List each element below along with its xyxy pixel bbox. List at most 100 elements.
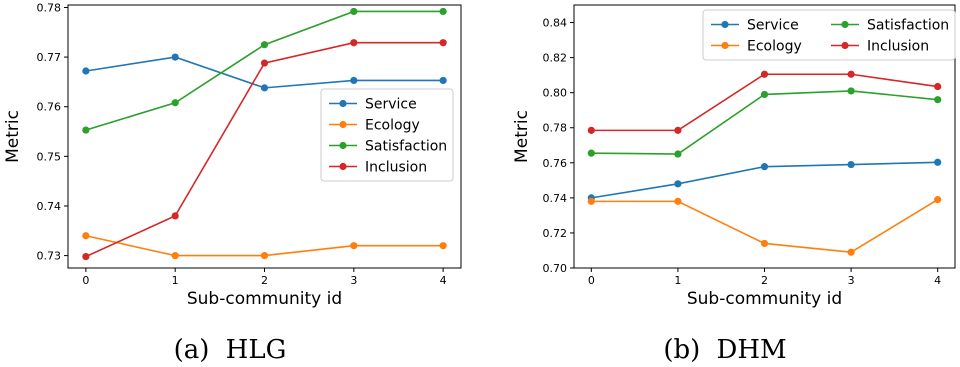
data-point-ecology <box>350 242 358 250</box>
data-point-inclusion <box>260 59 269 67</box>
series-service <box>587 158 942 202</box>
data-point-satisfaction <box>760 90 769 99</box>
series-line-inclusion <box>591 73 938 132</box>
x-tick-label: 2 <box>761 274 768 287</box>
data-point-inclusion <box>760 70 769 78</box>
data-point-ecology <box>439 242 447 250</box>
legend-swatch-marker <box>339 141 347 150</box>
caption-name: DHM <box>717 335 787 365</box>
caption-tag: (b) <box>663 335 700 365</box>
series-inclusion <box>587 70 942 134</box>
data-point-inclusion <box>350 39 358 47</box>
legend-swatch-marker <box>841 20 849 29</box>
legend-label: Satisfaction <box>867 18 949 34</box>
data-point-satisfaction <box>350 7 358 16</box>
data-point-inclusion <box>847 70 855 78</box>
legend-item-service: Service <box>329 97 417 113</box>
data-point-service <box>350 76 358 85</box>
y-tick-label: 0.84 <box>543 17 568 30</box>
y-tick-label: 0.73 <box>37 250 62 263</box>
legend-item-ecology: Ecology <box>711 39 802 55</box>
data-point-service <box>439 76 447 85</box>
legend-label: Ecology <box>365 118 420 134</box>
data-point-ecology <box>934 196 942 204</box>
x-tick-label: 4 <box>440 274 447 287</box>
data-point-ecology <box>760 239 769 248</box>
series-service <box>82 53 447 92</box>
legend-swatch-marker <box>339 120 347 129</box>
data-point-service <box>847 160 855 169</box>
legend-label: Service <box>747 18 799 34</box>
y-tick-label: 0.76 <box>543 157 568 170</box>
x-tick-label: 1 <box>674 274 681 287</box>
legend-item-inclusion: Inclusion <box>329 160 427 176</box>
y-tick-label: 0.74 <box>543 192 568 205</box>
data-point-satisfaction <box>82 126 90 134</box>
chart-panel-hlg: 0.73 0.74 0.75 0.76 0.77 0.78 0 1 2 3 4 Sub-communi… <box>3 1 462 309</box>
data-point-inclusion <box>82 252 90 261</box>
x-tick-label: 0 <box>82 274 89 287</box>
series-inclusion <box>82 39 447 261</box>
data-point-service <box>674 180 682 188</box>
caption-hlg: (a) HLG <box>174 335 287 365</box>
x-tick-label: 3 <box>848 274 855 287</box>
caption-dhm: (b) DHM <box>663 335 786 365</box>
y-tick-label: 0.78 <box>37 1 62 14</box>
data-point-inclusion <box>587 126 595 134</box>
data-point-service <box>171 53 179 61</box>
data-point-ecology <box>82 232 90 240</box>
y-tick-label: 0.72 <box>543 227 568 240</box>
caption-name: HLG <box>226 335 287 365</box>
x-tick-label: 3 <box>350 274 357 287</box>
data-point-ecology <box>587 197 595 205</box>
data-point-ecology <box>260 251 269 260</box>
legend-item-ecology: Ecology <box>329 118 420 134</box>
y-tick-label: 0.74 <box>37 200 62 213</box>
legend-box <box>702 9 956 61</box>
data-point-service <box>760 163 769 171</box>
legend-label: Inclusion <box>365 160 427 176</box>
y-tick-label: 0.75 <box>37 150 62 163</box>
y-tick-label: 0.70 <box>543 262 568 275</box>
legend-label: Service <box>365 97 417 113</box>
x-tick-label: 1 <box>172 274 179 287</box>
series-ecology <box>587 196 942 256</box>
data-point-ecology <box>171 251 179 260</box>
legend: Service Ecology Satisfaction Inclusion <box>702 9 956 61</box>
legend: Service Ecology Satisfaction Inclusion <box>320 88 454 182</box>
y-tick-label: 0.77 <box>37 51 62 64</box>
data-point-inclusion <box>171 212 179 220</box>
legend-label: Ecology <box>747 39 802 55</box>
data-point-satisfaction <box>587 149 595 157</box>
y-tick-label: 0.78 <box>543 122 568 135</box>
legend-swatch-marker <box>339 162 347 171</box>
legend-item-service: Service <box>711 18 799 34</box>
series-satisfaction <box>587 87 942 158</box>
legend-label: Satisfaction <box>365 139 447 155</box>
legend-label: Inclusion <box>867 39 929 55</box>
data-point-satisfaction <box>439 7 447 16</box>
legend-item-satisfaction: Satisfaction <box>831 18 949 34</box>
data-point-satisfaction <box>934 96 942 104</box>
data-point-satisfaction <box>674 150 682 158</box>
series-line-satisfaction <box>591 90 938 155</box>
y-tick-label: 0.76 <box>37 101 62 114</box>
legend-swatch-marker <box>339 99 347 108</box>
data-point-service <box>934 158 942 166</box>
chart-panel-dhm: 0.70 0.72 0.74 0.76 0.78 0.80 0.82 0.84 0 1 2 3 4 Sub… <box>512 4 956 309</box>
x-tick-label: 4 <box>934 274 941 287</box>
y-tick-label: 0.80 <box>543 87 568 100</box>
legend-box <box>320 88 454 182</box>
data-point-ecology <box>674 197 682 205</box>
y-axis-label: Metric <box>512 110 532 163</box>
legend-item-satisfaction: Satisfaction <box>329 139 447 155</box>
x-tick-label: 0 <box>588 274 595 287</box>
legend-swatch-marker <box>721 20 729 29</box>
x-axis-label: Sub-community id <box>187 289 342 309</box>
data-point-satisfaction <box>260 41 269 49</box>
legend-item-inclusion: Inclusion <box>831 39 929 55</box>
legend-swatch-marker <box>841 41 849 50</box>
series-ecology <box>82 232 447 260</box>
data-point-service <box>82 67 90 75</box>
